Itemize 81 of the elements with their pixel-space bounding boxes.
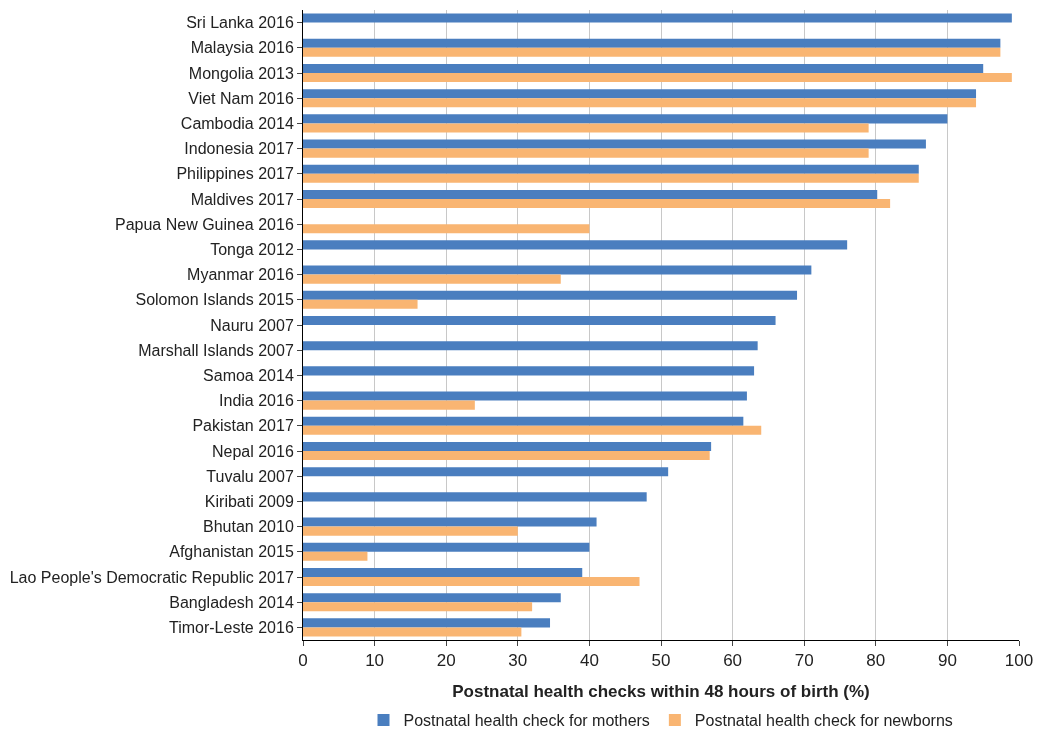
y-tick-label: Philippines 2017 [176,165,294,183]
bar [303,173,919,183]
bar [303,290,798,300]
x-tick-label: 60 [723,651,743,671]
bar [303,98,977,108]
bar [303,551,368,561]
x-tick-label: 80 [866,651,886,671]
y-tick-label: Lao People's Democratic Republic 2017 [9,568,294,586]
bar [303,47,1001,57]
y-tick-label: Timor-Leste 2016 [169,619,294,636]
bar [303,567,583,577]
bar [303,577,640,587]
bar [303,593,561,603]
bar [303,224,590,234]
bar [303,366,755,376]
x-tick-label: 10 [365,651,385,671]
bar [303,89,977,99]
bar [303,164,919,174]
y-tick-label: Mongolia 2013 [188,64,294,82]
bar [303,618,551,628]
x-tick-label: 70 [794,651,814,671]
bar [303,265,812,275]
bar [303,299,418,309]
y-tick-label: Kiribati 2009 [204,493,294,510]
y-tick-label: Viet Nam 2016 [188,89,294,107]
x-tick-label: 20 [436,651,456,671]
bar [303,441,712,451]
legend-label: Postnatal health check for newborns [694,712,953,730]
bar [303,451,710,461]
x-tick-label: 50 [651,651,671,671]
bar [303,114,948,124]
y-tick-label: Malaysia 2016 [190,39,294,57]
bar [303,274,561,284]
y-tick-label: Nepal 2016 [211,442,294,460]
x-axis-title: Postnatal health checks within 48 hours of birth (%) [452,681,870,701]
y-tick-label: Bangladesh 2014 [169,593,294,611]
x-tick-label: 40 [579,651,599,671]
bar [303,240,848,250]
bar [303,416,744,426]
bar [303,123,869,133]
y-tick-label: Tuvalu 2007 [206,467,294,485]
y-tick-label: Indonesia 2017 [184,140,294,158]
y-tick-label: Nauru 2007 [210,316,294,334]
y-tick-label: Solomon Islands 2015 [135,291,294,309]
bar [303,602,533,612]
bar [303,139,926,149]
bar [303,13,1012,23]
y-tick-label: Cambodia 2014 [180,115,294,132]
bar [303,542,590,552]
y-tick-label: Pakistan 2017 [192,417,294,435]
bar [303,315,776,325]
x-tick-label: 0 [298,651,308,671]
bar [303,189,878,199]
y-tick-label: Myanmar 2016 [187,266,294,284]
x-tick-label: 30 [508,651,528,671]
y-tick-label: Afghanistan 2015 [169,543,294,561]
y-tick-label: Maldives 2017 [190,190,294,208]
y-tick-label: Sri Lanka 2016 [186,14,294,32]
bar [303,63,984,73]
bar [303,73,1012,83]
bar [303,627,522,637]
y-tick-label: Marshall Islands 2007 [138,341,294,359]
bar [303,400,475,410]
bar [303,526,518,536]
y-tick-label: Bhutan 2010 [203,518,294,536]
y-tick-label: Papua New Guinea 2016 [115,215,294,233]
bar [303,199,891,209]
bar [303,391,747,401]
legend-label: Postnatal health check for mothers [403,712,650,730]
bar [303,492,647,502]
bar [303,148,869,158]
x-tick-label: 100 [1004,651,1034,671]
bar [303,341,758,351]
x-tick-label: 90 [937,651,957,671]
y-tick-label: India 2016 [219,392,294,410]
bar [303,517,597,527]
bar [303,467,669,477]
bar [303,38,1001,48]
y-tick-label: Tonga 2012 [210,241,294,258]
bar [303,425,762,435]
y-tick-label: Samoa 2014 [203,367,294,384]
